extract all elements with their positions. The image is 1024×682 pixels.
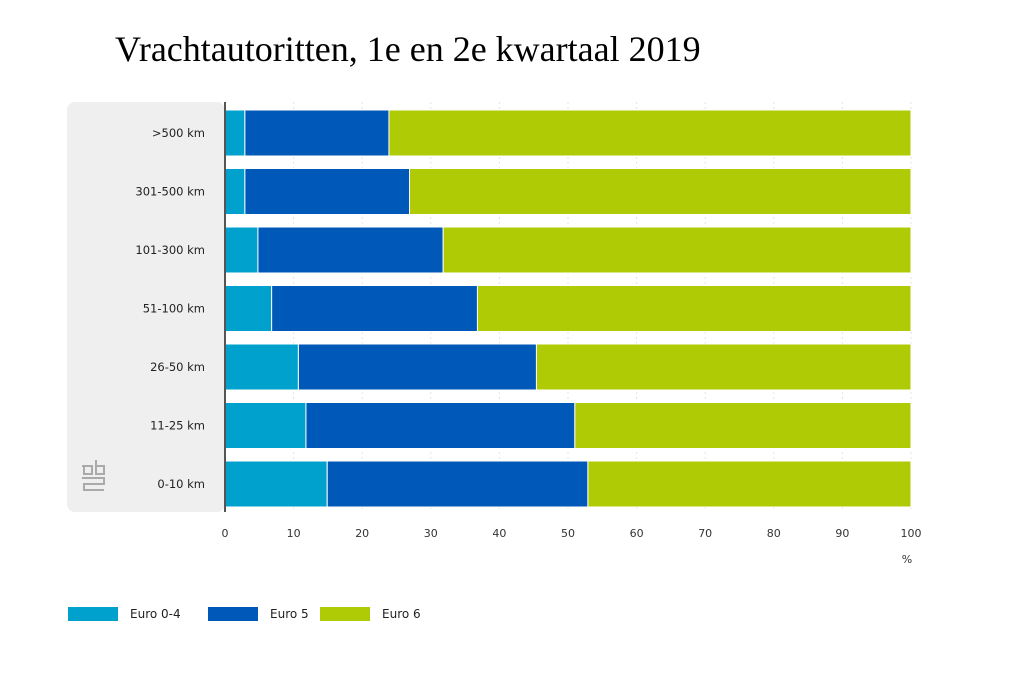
legend-item[interactable]: Euro 5 bbox=[208, 607, 309, 621]
x-tick-label: 0 bbox=[222, 527, 229, 540]
bar-segment bbox=[476, 285, 912, 332]
bar-segment bbox=[442, 226, 912, 274]
bar-segment bbox=[224, 226, 259, 274]
bar-segment bbox=[224, 402, 307, 449]
chart-title: Vrachtautoritten, 1e en 2e kwartaal 2019 bbox=[115, 29, 701, 69]
category-label: 101-300 km bbox=[135, 243, 205, 257]
x-tick-label: 10 bbox=[287, 527, 301, 540]
category-label: 51-100 km bbox=[143, 302, 205, 316]
x-tick-label: 80 bbox=[767, 527, 781, 540]
bar-segment bbox=[257, 226, 444, 274]
bar-segment bbox=[574, 402, 912, 449]
bar-segment bbox=[224, 168, 246, 215]
x-tick-label: 100 bbox=[901, 527, 922, 540]
bar-segment bbox=[326, 460, 589, 508]
legend-swatch bbox=[208, 607, 258, 621]
x-tick-label: 40 bbox=[492, 527, 506, 540]
cbs-logo bbox=[82, 460, 105, 491]
bar-segment bbox=[224, 343, 299, 391]
x-axis-label: % bbox=[902, 553, 912, 566]
legend-label: Euro 5 bbox=[270, 607, 309, 621]
x-tick-label: 20 bbox=[355, 527, 369, 540]
x-tick-label: 70 bbox=[698, 527, 712, 540]
bar-segment bbox=[535, 343, 912, 391]
bar-segment bbox=[409, 168, 912, 215]
legend-item[interactable]: Euro 6 bbox=[320, 607, 421, 621]
x-tick-label: 30 bbox=[424, 527, 438, 540]
category-label: >500 km bbox=[152, 126, 205, 140]
x-tick-label: 50 bbox=[561, 527, 575, 540]
category-label: 11-25 km bbox=[150, 419, 205, 433]
bar-segment bbox=[305, 402, 576, 449]
x-tick-label: 60 bbox=[630, 527, 644, 540]
x-tick-label: 90 bbox=[835, 527, 849, 540]
category-panel bbox=[67, 102, 225, 512]
bar-segment bbox=[271, 285, 478, 332]
legend-label: Euro 0-4 bbox=[130, 607, 181, 621]
legend-item[interactable]: Euro 0-4 bbox=[68, 607, 181, 621]
category-label: 26-50 km bbox=[150, 360, 205, 374]
bar-segment bbox=[224, 285, 273, 332]
bar-segment bbox=[388, 109, 912, 157]
bar-segment bbox=[224, 460, 328, 508]
bar-segment bbox=[244, 109, 390, 157]
bar-segment bbox=[224, 109, 246, 157]
bar-segment bbox=[587, 460, 912, 508]
category-label: 0-10 km bbox=[157, 477, 205, 491]
legend-swatch bbox=[68, 607, 118, 621]
legend-swatch bbox=[320, 607, 370, 621]
bar-segment bbox=[297, 343, 537, 391]
legend-label: Euro 6 bbox=[382, 607, 421, 621]
category-label: 301-500 km bbox=[135, 185, 205, 199]
bar-segment bbox=[244, 168, 411, 215]
